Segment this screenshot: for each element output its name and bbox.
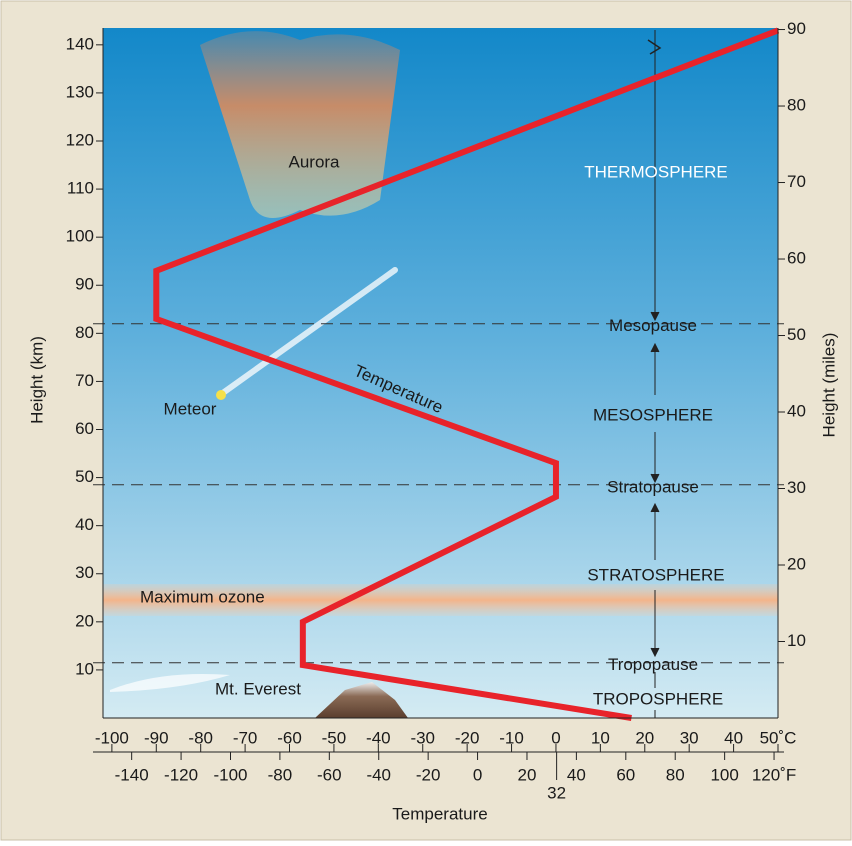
y2-tick-label: 70	[787, 172, 806, 191]
x-tick-label: -60	[277, 728, 302, 747]
x-tick-label: 30	[680, 728, 699, 747]
annotation: Mt. Everest	[215, 679, 301, 698]
x2-tick-label: 120˚F	[752, 765, 796, 784]
y-tick-label: 70	[75, 371, 94, 390]
y2-tick-label: 60	[787, 249, 806, 268]
y-tick-label: 90	[75, 275, 94, 294]
x-tick-label: -90	[144, 728, 169, 747]
x-tick-label: 50˚C	[760, 728, 797, 747]
boundary-label: Stratopause	[607, 477, 699, 496]
x-tick-label: -80	[188, 728, 213, 747]
y-tick-label: 60	[75, 419, 94, 438]
boundary-label: Tropopause	[608, 655, 698, 674]
x2-tick-label: -20	[416, 765, 441, 784]
x2-tick-label: -100	[213, 765, 247, 784]
x-tick-label: -40	[366, 728, 391, 747]
y2-tick-label: 90	[787, 19, 806, 38]
y-tick-label: 80	[75, 323, 94, 342]
y-tick-label: 20	[75, 611, 94, 630]
x2-tick-label: 32	[547, 783, 566, 802]
x2-tick-label: -140	[115, 765, 149, 784]
x-tick-label: -100	[95, 728, 129, 747]
layer-label: MESOSPHERE	[593, 405, 713, 424]
y-tick-label: 110	[67, 179, 94, 198]
y2-tick-label: 80	[787, 96, 806, 115]
x2-tick-label: 100	[710, 765, 738, 784]
layer-label: TROPOSPHERE	[593, 689, 723, 708]
layer-label: STRATOSPHERE	[587, 565, 724, 584]
x2-tick-label: -120	[164, 765, 198, 784]
boundary-label: Mesopause	[609, 316, 697, 335]
y-tick-label: 130	[66, 82, 94, 101]
y-tick-label: 40	[75, 515, 94, 534]
x2-tick-label: -60	[317, 765, 342, 784]
x2-tick-label: 60	[616, 765, 635, 784]
x-tick-label: -20	[455, 728, 480, 747]
y2-axis-title: Height (miles)	[819, 333, 838, 438]
x-tick-label: -70	[233, 728, 258, 747]
x-tick-label: 10	[591, 728, 610, 747]
x2-tick-label: -40	[366, 765, 391, 784]
y-tick-label: 30	[75, 563, 94, 582]
y-tick-label: 50	[75, 467, 94, 486]
meteor	[216, 390, 226, 400]
x2-tick-label: 20	[518, 765, 537, 784]
y2-tick-label: 30	[787, 478, 806, 497]
x-tick-label: 40	[724, 728, 743, 747]
x-tick-label: -10	[499, 728, 524, 747]
y2-tick-label: 20	[787, 554, 806, 573]
y-tick-label: 140	[66, 34, 94, 53]
y2-tick-label: 50	[787, 325, 806, 344]
x2-tick-label: 80	[666, 765, 685, 784]
y2-tick-label: 10	[787, 631, 806, 650]
annotation: Aurora	[288, 152, 340, 171]
y-tick-label: 100	[66, 227, 94, 246]
x-tick-label: -50	[322, 728, 347, 747]
y-tick-label: 120	[66, 130, 94, 149]
x2-tick-label: 0	[473, 765, 482, 784]
y-tick-label: 10	[75, 659, 94, 678]
chart: Aurora Meteor Temperature Maximum ozone …	[0, 0, 852, 841]
layer-label: THERMOSPHERE	[584, 162, 728, 181]
x-axis-title: Temperature	[392, 804, 487, 823]
x2-tick-label: 40	[567, 765, 586, 784]
annotation: Maximum ozone	[140, 587, 265, 606]
x-tick-label: 0	[551, 728, 560, 747]
x-tick-label: -30	[410, 728, 435, 747]
y-axis-title: Height (km)	[27, 336, 46, 424]
annotation: Meteor	[164, 399, 217, 418]
x2-tick-label: -80	[268, 765, 293, 784]
y2-tick-label: 40	[787, 401, 806, 420]
x-tick-label: 20	[635, 728, 654, 747]
